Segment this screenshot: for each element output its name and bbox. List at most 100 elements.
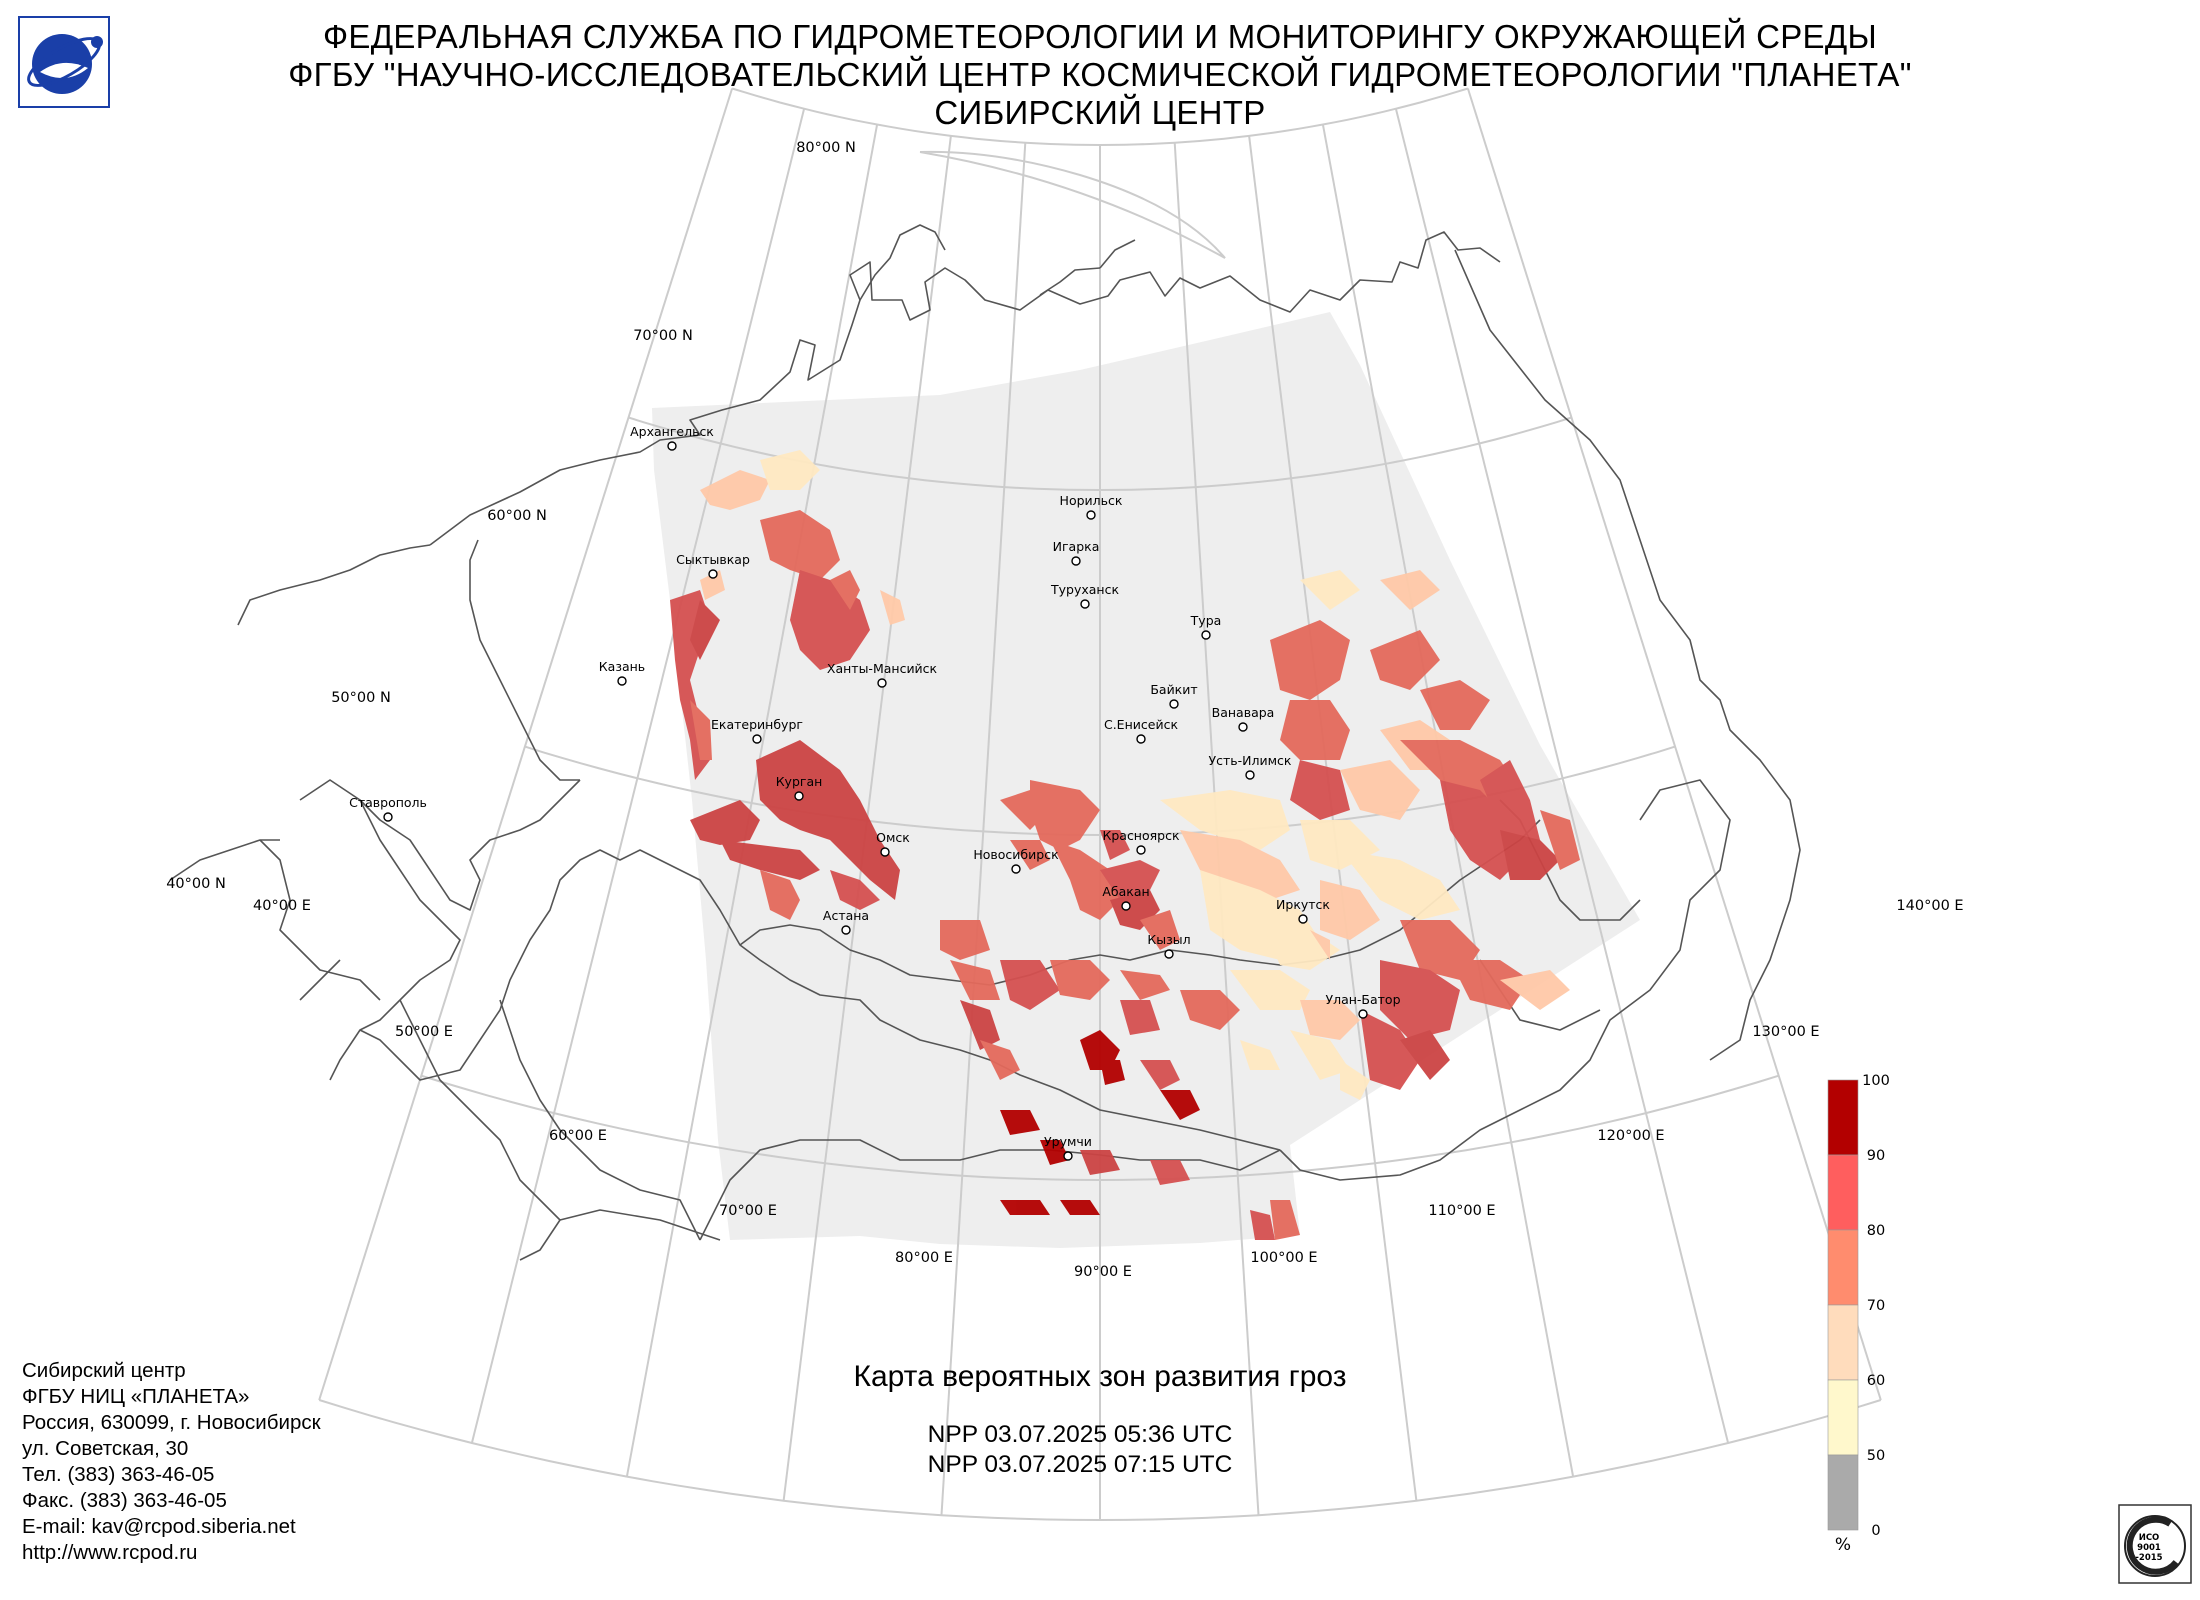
city-marker (1136, 734, 1146, 744)
longitude-label: 130°00 E (1752, 1024, 1819, 1040)
city-marker (794, 791, 804, 801)
longitude-label: 80°00 E (895, 1250, 953, 1266)
probability-legend: 100 90 80 70 60 50 0 % (1827, 1073, 1890, 1555)
city-label: Красноярск (1102, 828, 1179, 843)
longitude-label: 40°00 E (253, 898, 311, 914)
city-label: Усть-Илимск (1209, 753, 1292, 768)
city-marker (841, 925, 851, 935)
city-label: Урумчи (1044, 1134, 1092, 1149)
latitude-label: 80°00 N (796, 140, 856, 156)
header-line-1: ФЕДЕРАЛЬНАЯ СЛУЖБА ПО ГИДРОМЕТЕОРОЛОГИИ … (323, 18, 1877, 55)
planeta-logo (18, 16, 110, 108)
iso-line-2: 9001 (2137, 1543, 2161, 1553)
city-marker (1164, 949, 1174, 959)
city-marker (708, 569, 718, 579)
city-label: Улан-Батор (1325, 992, 1400, 1007)
longitude-label: 90°00 E (1074, 1264, 1132, 1280)
longitude-label: 140°00 E (1896, 898, 1963, 914)
contact-line: Сибирский центр (22, 1359, 186, 1382)
legend-tick: 100 (1862, 1073, 1890, 1089)
legend-tick: 70 (1867, 1298, 1885, 1314)
city-label: Екатеринбург (711, 717, 803, 732)
contact-line: ФГБУ НИЦ «ПЛАНЕТА» (22, 1385, 250, 1408)
map-title: Карта вероятных зон развития гроз (853, 1360, 1347, 1393)
city-marker (880, 847, 890, 857)
latitude-label: 40°00 N (166, 876, 226, 892)
longitude-label: 50°00 E (395, 1024, 453, 1040)
longitude-label: 100°00 E (1250, 1250, 1317, 1266)
city-label: Тура (1190, 613, 1222, 628)
city-label: Игарка (1053, 539, 1100, 554)
city-label: Ханты-Мансийск (827, 661, 938, 676)
city-label: Сыктывкар (676, 552, 750, 567)
graticule-labels: 80°00 N 70°00 N 60°00 N 50°00 N 40°00 N 40°00… (166, 140, 1963, 1280)
city-label: Астана (823, 908, 869, 923)
longitude-label: 110°00 E (1428, 1203, 1495, 1219)
city-label: Архангельск (630, 424, 714, 439)
city-marker (667, 441, 677, 451)
iso-line-3: -2015 (2135, 1553, 2162, 1563)
city-marker (617, 676, 627, 686)
legend-swatch (1827, 1304, 1859, 1381)
city-label: Ванавара (1212, 705, 1275, 720)
city-marker (1011, 864, 1021, 874)
header-line-3: СИБИРСКИЙ ЦЕНТР (934, 94, 1266, 131)
city-marker (383, 812, 393, 822)
legend-swatch (1827, 1154, 1859, 1231)
city-label: Норильск (1060, 493, 1123, 508)
city-marker (1245, 770, 1255, 780)
city-marker (752, 734, 762, 744)
city-markers (383, 441, 1368, 1161)
city-marker (1086, 510, 1096, 520)
header-line-2: ФГБУ "НАУЧНО-ИССЛЕДОВАТЕЛЬСКИЙ ЦЕНТР КОС… (288, 56, 1912, 93)
legend-swatch (1827, 1229, 1859, 1306)
latitude-label: 50°00 N (331, 690, 391, 706)
contact-website: http://www.rcpod.ru (22, 1541, 198, 1564)
city-label: Кызыл (1147, 932, 1190, 947)
legend-swatch (1827, 1454, 1859, 1531)
city-marker (1238, 722, 1248, 732)
city-marker (877, 678, 887, 688)
city-label: Абакан (1102, 884, 1149, 899)
city-marker (1201, 630, 1211, 640)
longitude-label: 120°00 E (1597, 1128, 1664, 1144)
city-marker (1080, 599, 1090, 609)
legend-tick: 80 (1867, 1223, 1885, 1239)
city-marker (1063, 1151, 1073, 1161)
coastlines-borders (169, 224, 1801, 1261)
city-label: Иркутск (1276, 897, 1330, 912)
city-marker (1358, 1009, 1368, 1019)
city-marker (1121, 901, 1131, 911)
city-label: Курган (776, 774, 823, 789)
graticule (318, 87, 1882, 1522)
contact-line: Факс. (383) 363-46-05 (22, 1489, 227, 1512)
pass-1: NPP 03.07.2025 05:36 UTC (927, 1421, 1233, 1448)
legend-tick: 50 (1867, 1448, 1885, 1464)
city-label: Омск (876, 830, 910, 845)
iso-certification-badge: ИСО 9001 -2015 (2118, 1504, 2192, 1584)
city-label: Новосибирск (973, 847, 1059, 862)
city-labels: Архангельск Сыктывкар Казань Ханты-Мансийск… (349, 424, 1400, 1149)
city-label: Казань (599, 659, 645, 674)
city-label: С.Енисейск (1104, 717, 1178, 732)
latitude-label: 70°00 N (633, 328, 693, 344)
iso-line-1: ИСО (2139, 1533, 2160, 1543)
legend-tick: 0 (1871, 1523, 1880, 1539)
page-header: ФЕДЕРАЛЬНАЯ СЛУЖБА ПО ГИДРОМЕТЕОРОЛОГИИ … (150, 18, 2050, 132)
city-label: Ставрополь (349, 795, 427, 810)
city-marker (1169, 699, 1179, 709)
pass-2: NPP 03.07.2025 07:15 UTC (927, 1451, 1233, 1478)
contact-info: Сибирский центр ФГБУ НИЦ «ПЛАНЕТА» Росси… (22, 1358, 321, 1566)
longitude-label: 60°00 E (549, 1128, 607, 1144)
latitude-label: 60°00 N (487, 508, 547, 524)
legend-tick: 60 (1867, 1373, 1885, 1389)
contact-line: Россия, 630099, г. Новосибирск (22, 1411, 321, 1434)
legend-unit: % (1835, 1535, 1851, 1555)
contact-email: E-mail: kav@rcpod.siberia.net (22, 1515, 296, 1538)
longitude-label: 70°00 E (719, 1203, 777, 1219)
contact-line: Тел. (383) 363-46-05 (22, 1463, 215, 1486)
city-marker (1298, 914, 1308, 924)
city-label: Туруханск (1050, 582, 1119, 597)
probability-zones (670, 450, 1580, 1240)
